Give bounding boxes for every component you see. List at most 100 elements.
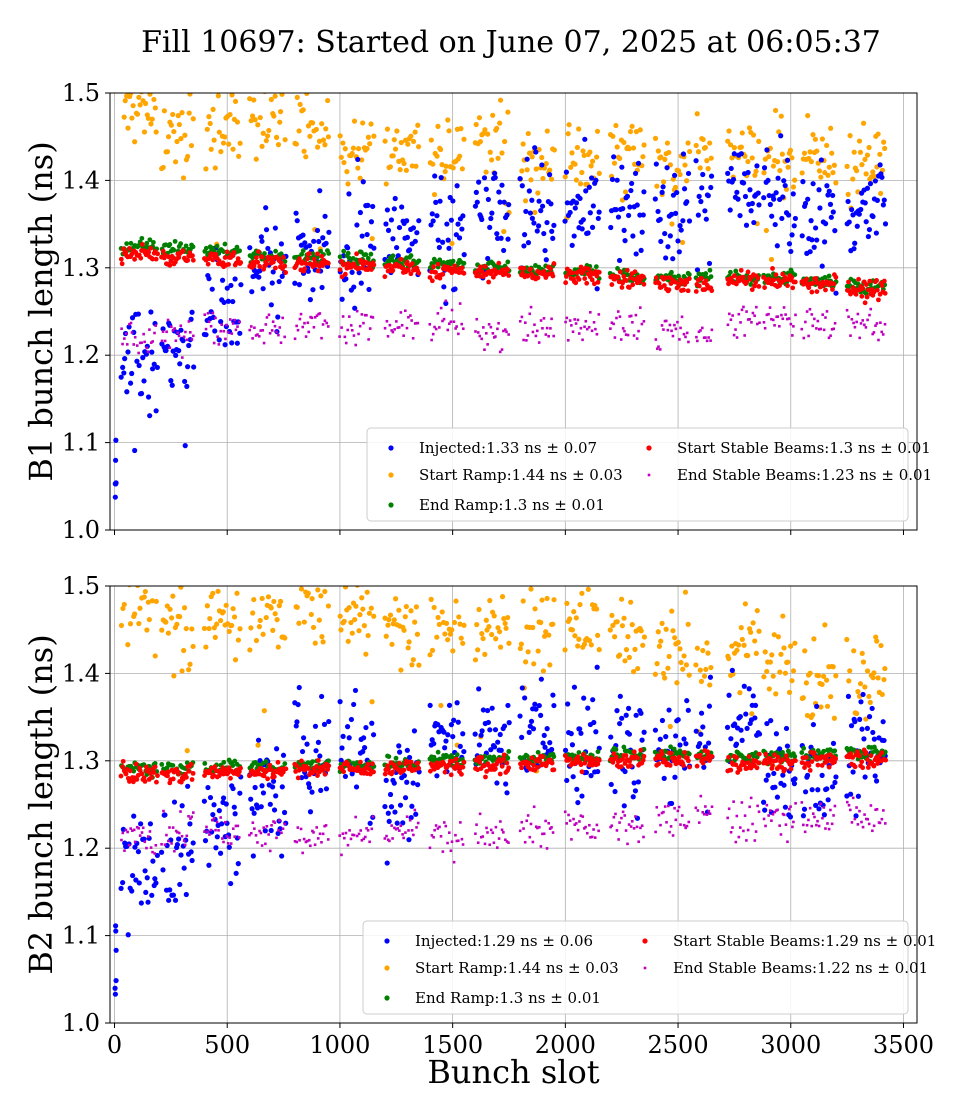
data-point — [638, 747, 644, 753]
data-point — [552, 334, 555, 338]
data-point — [270, 259, 276, 265]
data-point — [879, 750, 885, 755]
data-point — [506, 202, 512, 208]
data-point — [525, 819, 529, 823]
data-point — [173, 352, 179, 358]
data-point — [229, 93, 235, 98]
data-point — [131, 829, 134, 832]
data-point — [595, 632, 601, 638]
data-point — [631, 321, 634, 324]
data-point — [410, 319, 413, 322]
y-tick-label: 1.4 — [62, 166, 100, 194]
data-point — [819, 772, 825, 778]
data-point — [543, 161, 549, 167]
data-point — [857, 681, 864, 687]
data-point — [562, 218, 568, 224]
data-point — [809, 759, 815, 764]
data-point — [870, 675, 876, 681]
data-point — [268, 767, 274, 772]
data-point — [704, 336, 707, 339]
data-point — [260, 790, 267, 796]
data-point — [576, 126, 582, 132]
data-point — [782, 767, 788, 772]
data-point — [630, 819, 634, 823]
data-point — [617, 652, 623, 658]
data-point — [434, 153, 440, 159]
data-point — [685, 288, 691, 294]
data-point — [619, 338, 623, 341]
data-point — [549, 176, 555, 182]
data-point — [550, 317, 553, 321]
data-point — [812, 136, 818, 142]
data-point — [574, 322, 578, 325]
data-point — [505, 259, 511, 265]
data-point — [392, 146, 399, 152]
data-point — [880, 817, 884, 821]
data-point — [831, 715, 837, 721]
data-point — [743, 814, 747, 817]
data-point — [533, 706, 539, 712]
data-point — [140, 341, 143, 344]
data-point — [659, 823, 662, 827]
data-point — [396, 326, 400, 329]
data-point — [483, 186, 489, 192]
data-point — [693, 142, 699, 149]
data-point — [784, 823, 788, 826]
data-point — [528, 312, 532, 316]
data-point — [548, 266, 554, 272]
data-point — [319, 634, 325, 640]
data-point — [217, 829, 220, 832]
legend-label: Start Ramp:1.44 ns ± 0.03 — [419, 466, 623, 484]
data-point — [220, 323, 223, 326]
data-point — [342, 146, 348, 152]
data-point — [594, 327, 597, 331]
data-point — [618, 315, 622, 318]
data-point — [141, 594, 147, 600]
data-point — [703, 666, 709, 673]
data-point — [393, 328, 396, 331]
data-point — [628, 187, 634, 194]
data-point — [211, 772, 216, 778]
data-point — [178, 241, 184, 247]
data-point — [742, 601, 748, 607]
data-point — [635, 779, 641, 785]
data-point — [129, 827, 132, 830]
data-point — [151, 239, 156, 245]
data-point — [779, 151, 785, 157]
data-point — [211, 311, 215, 315]
data-point — [768, 306, 772, 309]
data-point — [495, 625, 501, 631]
data-point — [231, 614, 238, 620]
data-point — [505, 614, 511, 621]
data-point — [782, 670, 789, 676]
data-point — [386, 335, 390, 338]
data-point — [679, 326, 682, 330]
data-point — [383, 221, 389, 227]
data-point — [318, 312, 322, 315]
data-point — [535, 275, 541, 281]
data-point — [816, 168, 823, 174]
data-point — [547, 172, 553, 178]
data-point — [227, 111, 233, 118]
data-point — [682, 162, 688, 168]
data-point — [382, 138, 388, 144]
data-point — [852, 764, 858, 770]
data-point — [346, 843, 350, 847]
data-point — [299, 748, 306, 755]
data-point — [658, 638, 664, 644]
data-point — [460, 764, 466, 770]
data-point — [340, 140, 346, 146]
data-point — [436, 244, 442, 251]
data-point — [847, 133, 853, 139]
data-point — [807, 767, 813, 773]
data-point — [595, 768, 601, 775]
data-point — [875, 807, 879, 811]
data-point — [700, 136, 706, 143]
data-point — [124, 241, 130, 247]
data-point — [326, 325, 330, 328]
data-point — [438, 702, 444, 709]
data-point — [808, 218, 814, 224]
data-point — [221, 759, 227, 765]
data-point — [185, 153, 191, 160]
data-point — [756, 804, 759, 808]
